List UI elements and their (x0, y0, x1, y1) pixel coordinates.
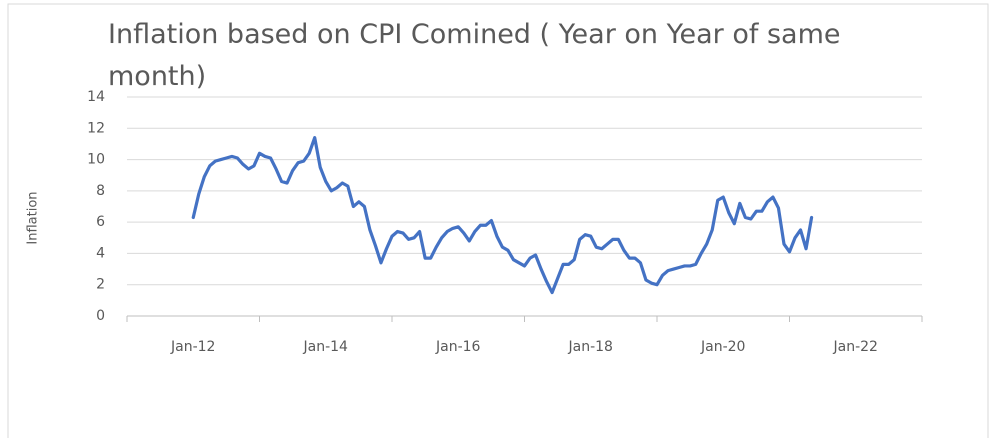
x-tick-label: Jan-16 (435, 339, 481, 355)
frame (7, 3, 989, 438)
chart-title: Inflation based on CPI Comined ( Year on… (108, 19, 841, 92)
y-tick-label: 0 (96, 308, 105, 324)
x-tick-label: Jan-18 (568, 339, 613, 355)
x-tick-label: Jan-22 (833, 339, 878, 355)
y-tick-label: 14 (87, 89, 105, 105)
y-tick-label: 10 (87, 152, 105, 168)
x-tick-label: Jan-12 (170, 339, 215, 355)
data-line (191, 136, 814, 295)
y-tick-label: 8 (96, 183, 105, 199)
y-axis-label: Inflation (26, 191, 41, 244)
x-tick-label: Jan-20 (700, 339, 745, 355)
y-tick-label: 6 (96, 214, 105, 230)
y-tick-label: 2 (96, 277, 105, 293)
x-tick-label: Jan-14 (303, 339, 349, 355)
y-tick-label: 4 (96, 245, 105, 261)
y-tick-label: 12 (87, 120, 105, 136)
